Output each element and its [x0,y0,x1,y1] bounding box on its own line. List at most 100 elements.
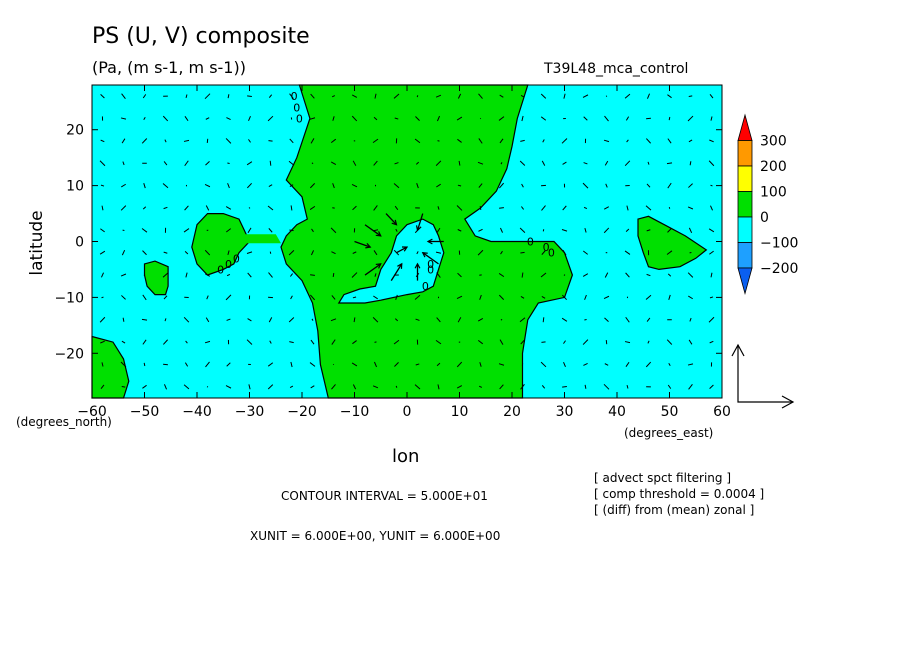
wind-vector [374,93,377,99]
contour-label: 0 [527,236,534,249]
wind-vector [393,93,400,99]
wind-vector [248,116,251,122]
wind-vector [563,93,566,99]
wind-vector [520,384,525,390]
wind-vector [330,318,337,322]
run-label: T39L48_mca_control [544,61,689,77]
wind-vector [204,340,211,344]
wind-vector [226,117,231,120]
colorbar-swatch [737,165,753,192]
wind-vector [626,205,629,211]
wind-vector [584,227,587,233]
wind-vector [604,272,609,278]
wind-vector [226,362,231,367]
contour-label: 0 [217,263,224,276]
wind-vector [269,160,272,166]
wind-vector [373,160,378,166]
y-tick-label: 0 [75,235,84,251]
region-positive [143,260,169,296]
wind-vector [143,117,146,121]
wind-vector [183,316,190,323]
wind-vector [647,340,650,344]
wind-vector [248,139,251,143]
wind-vector [309,294,316,301]
wind-vector [562,161,567,165]
wind-vector [582,273,589,277]
wind-vector [478,183,483,188]
wind-vector [393,183,400,189]
wind-vector [603,227,610,234]
wind-vector [183,228,190,233]
wind-vector [689,317,692,322]
colorbar-swatch [737,113,753,141]
wind-vector [226,273,231,277]
wind-vector [479,205,482,210]
wind-vector [185,94,188,98]
y-axis-label: latitude [27,210,47,276]
wind-vector [330,138,337,143]
wind-vector [688,339,693,345]
wind-vector [520,94,525,98]
wind-vector [373,361,378,368]
wind-vector [416,183,419,189]
wind-vector [563,361,566,367]
contour-interval: CONTOUR INTERVAL = 5.000E+01 [281,489,488,503]
wind-vector [269,340,272,344]
wind-vector [688,384,693,390]
wind-vector [164,139,167,143]
wind-vector [394,162,399,165]
wind-vector [457,272,462,278]
wind-vector [478,93,483,99]
x-tick-label: 10 [451,404,469,420]
wind-vector [290,295,293,300]
wind-vector [184,116,189,122]
wind-vector [390,263,403,281]
wind-vector [708,316,715,323]
wind-vector [541,250,546,255]
wind-vector [351,272,358,278]
wind-vector [247,318,252,322]
wind-vector [364,263,382,276]
wind-vector [184,160,189,167]
y-tick-label: 20 [66,123,84,139]
wind-vector [204,93,211,100]
wind-vector [646,93,651,99]
wind-vector [520,296,525,299]
wind-vector [624,93,631,99]
colorbar-label: −100 [760,236,798,252]
wind-vector [121,250,126,256]
wind-vector [457,229,462,232]
colorbar-swatch [737,242,753,269]
wind-vector [479,362,482,367]
y-tick-label: 10 [66,179,84,195]
wind-vector [204,249,211,256]
wind-vector [184,362,189,367]
wind-vector [500,250,503,255]
wind-vector [268,94,273,98]
wind-vector [667,94,672,99]
wind-vector [456,116,463,121]
reference-vector [731,343,795,409]
wind-vector [687,272,694,278]
wind-vector [120,273,127,277]
wind-vector [120,117,127,120]
wind-vector [709,205,714,211]
wind-vector [247,272,252,278]
wind-vector [583,206,588,210]
wind-vector [479,294,482,300]
wind-vector [499,138,504,144]
wind-vector [709,250,714,255]
wind-vector [204,273,211,277]
colorbar-label: 0 [760,210,769,226]
wind-vector [372,317,379,323]
wind-vector [414,138,421,144]
wind-vector [456,295,463,300]
wind-vector [498,116,505,121]
x-tick-label: 30 [556,404,574,420]
note-line: [ advect spct filtering ] [594,471,732,485]
x-tick-label: −40 [182,404,212,420]
wind-vector [142,250,147,256]
x-axis-units: (degrees_east) [624,426,714,440]
wind-vector [185,272,188,278]
wind-vector [477,317,484,322]
